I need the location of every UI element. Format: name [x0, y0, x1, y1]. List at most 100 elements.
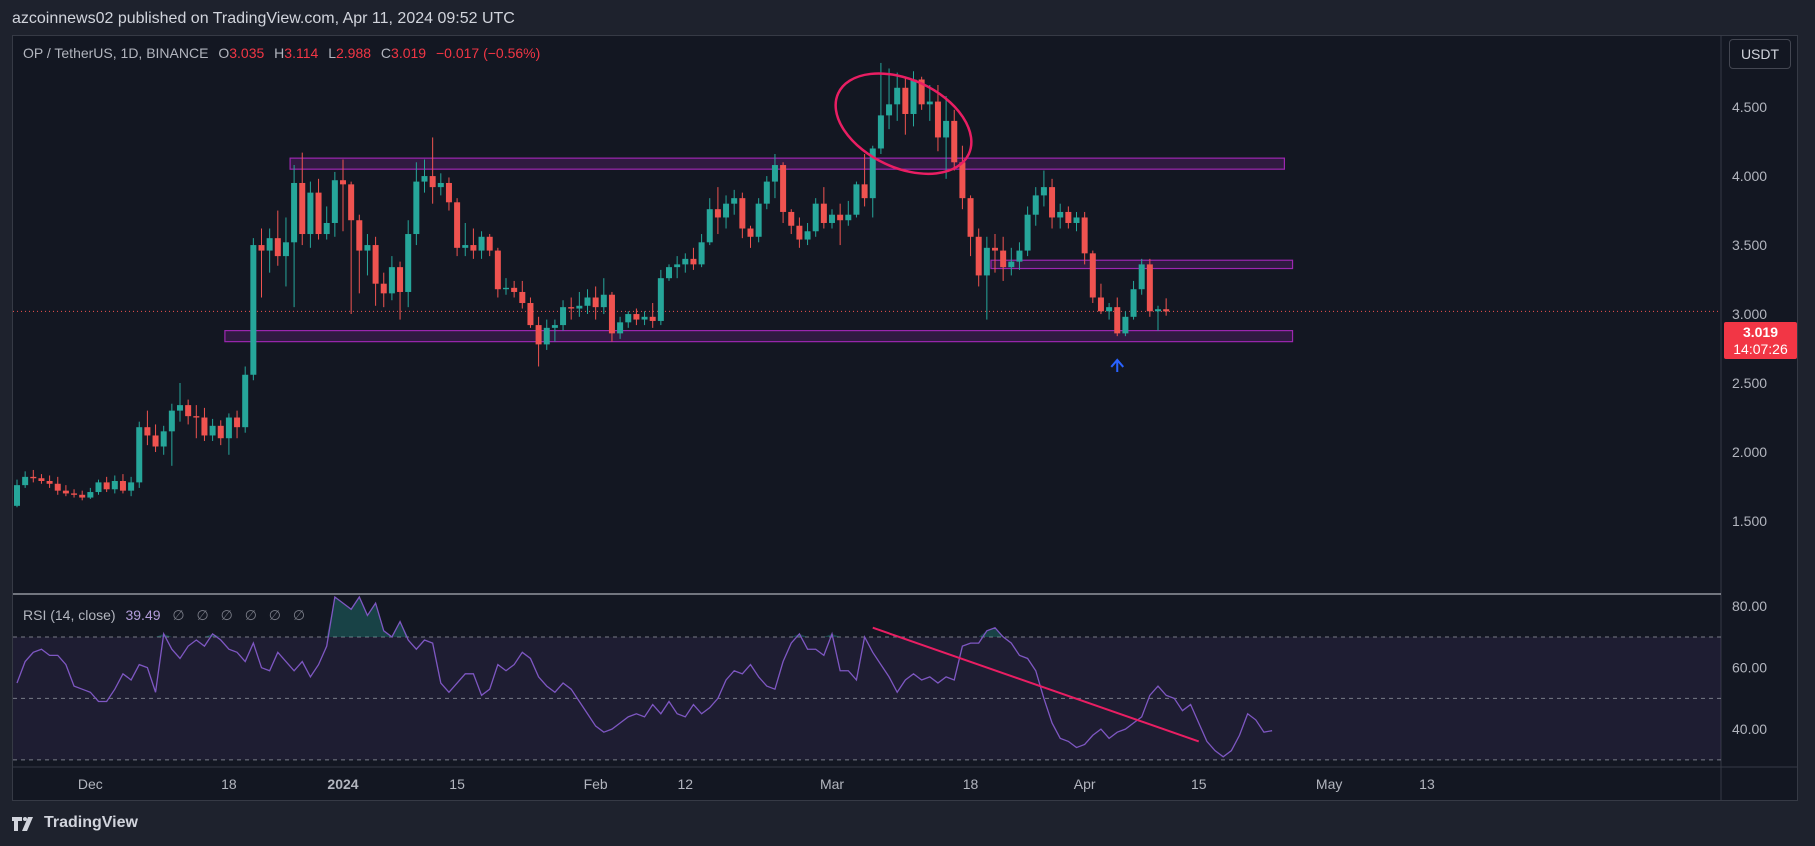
candle-body — [535, 325, 542, 345]
time-tick-label: Feb — [584, 776, 608, 792]
candle-body — [258, 245, 265, 251]
rsi-overbought-fill — [391, 621, 409, 637]
candle-body — [71, 493, 78, 495]
candle-body — [470, 245, 477, 251]
candle-body — [421, 176, 428, 182]
footer-brand[interactable]: TradingView — [12, 814, 138, 832]
candle-body — [1024, 214, 1031, 251]
rsi-tick-label: 80.00 — [1732, 598, 1767, 614]
price-tick-label: 4.500 — [1732, 99, 1767, 115]
candle-body — [348, 184, 355, 221]
time-tick-label: 18 — [963, 776, 979, 792]
candle-body — [983, 247, 990, 276]
time-tick-label: Dec — [78, 776, 103, 792]
candle-body — [266, 238, 273, 251]
time-tick-label: May — [1316, 776, 1342, 792]
candle-body — [918, 79, 925, 105]
candle-body — [625, 314, 632, 323]
candle-body — [128, 482, 135, 491]
candle-body — [478, 236, 485, 251]
currency-unit-button[interactable]: USDT — [1729, 39, 1791, 69]
rsi-legend: RSI (14, close) 39.49 ∅ ∅ ∅ ∅ ∅ ∅ — [23, 607, 305, 624]
candle-body — [54, 483, 61, 491]
candle-body — [1032, 195, 1039, 215]
candle-body — [845, 214, 852, 221]
low-value: 2.988 — [335, 45, 372, 61]
rsi-label[interactable]: RSI (14, close) — [23, 607, 116, 623]
candle-body — [14, 485, 20, 506]
time-tick-label: 2024 — [327, 776, 358, 792]
time-tick-label: 15 — [449, 776, 465, 792]
candle-body — [934, 101, 941, 138]
candle-body — [144, 427, 151, 436]
candle-body — [282, 242, 289, 257]
candle-body — [22, 476, 29, 486]
candle-body — [551, 325, 558, 328]
candle-body — [902, 87, 909, 114]
candle-body — [136, 427, 143, 483]
candle-body — [95, 482, 102, 493]
candle-body — [771, 165, 778, 182]
candle-body — [315, 192, 322, 235]
candle-body — [682, 258, 689, 265]
candle-body — [1065, 211, 1072, 223]
last-price-value: 3.019 — [1742, 324, 1779, 340]
rsi-value: 39.49 — [125, 607, 161, 623]
candle-body — [225, 417, 232, 439]
candle-body — [234, 417, 241, 428]
candle-body — [62, 490, 69, 494]
candle-body — [209, 425, 216, 436]
brand-name: TradingView — [44, 814, 138, 831]
rsi-empty-value: ∅ — [172, 607, 185, 623]
candle-body — [242, 374, 249, 428]
close-key: C — [380, 45, 392, 61]
candle-body — [1163, 309, 1170, 312]
candle-body — [1073, 217, 1080, 223]
candle-body — [674, 264, 681, 268]
candle-body — [46, 481, 53, 484]
candle-body — [494, 250, 501, 290]
candle-body — [600, 294, 607, 308]
candle-body — [356, 220, 363, 251]
candle-body — [1097, 297, 1104, 312]
candle-body — [527, 303, 534, 326]
candle-body — [388, 267, 395, 294]
candle-body — [967, 198, 974, 237]
open-value: 3.035 — [229, 45, 265, 61]
candle-body — [201, 417, 208, 436]
candle-body — [364, 245, 371, 251]
candle-body — [910, 79, 917, 114]
candle-body — [926, 101, 933, 105]
rsi-tick-label: 60.00 — [1732, 660, 1767, 676]
candle-body — [274, 238, 281, 257]
candle-body — [299, 182, 306, 235]
support-resistance-zone — [224, 330, 1294, 343]
time-tick-label: Mar — [820, 776, 844, 792]
candle-body — [820, 203, 827, 223]
low-key: L — [328, 45, 336, 61]
main-legend: OP / TetherUS, 1D, BINANCE O3.035 H3.114… — [23, 45, 540, 61]
rsi-band — [13, 636, 1721, 760]
candle-body — [992, 247, 998, 251]
candle-body — [568, 307, 575, 309]
open-key: O — [218, 45, 230, 61]
close-value: 3.019 — [391, 45, 427, 61]
candle-body — [462, 245, 469, 248]
candle-body — [869, 148, 876, 199]
candle-body — [177, 405, 183, 411]
candle-body — [584, 297, 591, 306]
candle-body — [79, 494, 86, 498]
symbol-label[interactable]: OP / TetherUS, 1D, BINANCE — [23, 45, 209, 61]
candle-body — [763, 181, 770, 204]
candle-body — [437, 182, 444, 188]
candle-body — [519, 291, 526, 304]
candle-body — [698, 242, 705, 265]
price-tick-label: 2.500 — [1732, 375, 1767, 391]
candle-body — [837, 214, 844, 221]
candle-body — [413, 181, 420, 235]
candle-body — [405, 234, 412, 292]
candle-body — [38, 478, 45, 481]
chart-frame[interactable] — [12, 35, 1798, 801]
candle-body — [217, 425, 224, 439]
